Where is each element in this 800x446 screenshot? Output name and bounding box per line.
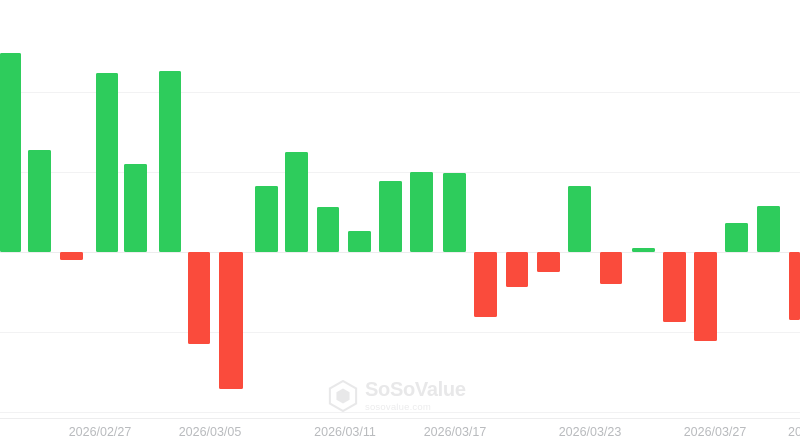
x-axis-tick-label: 2026/03/27 xyxy=(683,425,747,439)
x-axis: 2026/02/27 2026/03/05 2026/03/11 2026/03/17… xyxy=(0,418,800,446)
bar-negative[interactable] xyxy=(694,252,717,341)
bar-positive[interactable] xyxy=(725,223,748,252)
bar-positive[interactable] xyxy=(285,152,308,252)
bar-negative[interactable] xyxy=(506,252,528,287)
bar-negative[interactable] xyxy=(600,252,622,284)
bar-positive[interactable] xyxy=(317,207,339,252)
x-axis-tick-label: 2026/03/05 xyxy=(178,425,242,439)
bar-negative[interactable] xyxy=(60,252,83,260)
bar-negative[interactable] xyxy=(474,252,497,317)
zero-baseline xyxy=(0,252,800,253)
x-axis-tick-label: 2026/03/17 xyxy=(423,425,487,439)
bar-negative[interactable] xyxy=(663,252,686,322)
bar-negative[interactable] xyxy=(537,252,560,272)
bar-positive[interactable] xyxy=(28,150,51,252)
x-axis-tick-label: 20 xyxy=(788,425,800,439)
bar-positive[interactable] xyxy=(96,73,118,252)
gridline xyxy=(0,332,800,333)
bar-positive[interactable] xyxy=(0,53,21,252)
bar-positive[interactable] xyxy=(410,172,433,252)
gridline xyxy=(0,172,800,173)
bar-positive[interactable] xyxy=(632,248,655,252)
gridline xyxy=(0,412,800,413)
x-axis-tick-label: 2026/03/23 xyxy=(558,425,622,439)
bar-negative[interactable] xyxy=(789,252,800,320)
gridline xyxy=(0,92,800,93)
bar-positive[interactable] xyxy=(159,71,181,252)
x-axis-tick-label: 2026/02/27 xyxy=(68,425,132,439)
bar-negative[interactable] xyxy=(219,252,243,389)
bar-positive[interactable] xyxy=(348,231,371,252)
x-axis-tick-label: 2026/03/11 xyxy=(314,425,376,439)
bar-negative[interactable] xyxy=(188,252,210,344)
bar-positive[interactable] xyxy=(757,206,780,252)
chart-plot-area[interactable] xyxy=(0,0,800,418)
bar-positive[interactable] xyxy=(568,186,591,252)
bar-positive[interactable] xyxy=(124,164,147,252)
bar-positive[interactable] xyxy=(443,173,466,252)
bar-positive[interactable] xyxy=(255,186,278,252)
bar-positive[interactable] xyxy=(379,181,402,252)
